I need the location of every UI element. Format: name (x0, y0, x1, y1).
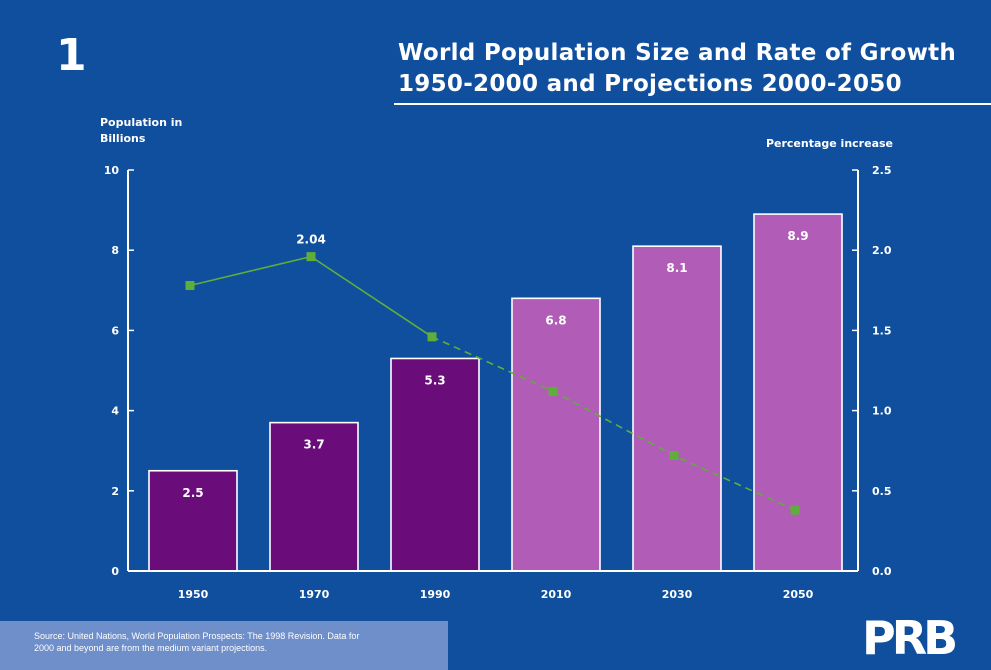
growth-point-2010 (548, 386, 558, 396)
prb-logo: PRB (862, 611, 958, 665)
right-y-tick-label-1.0: 1.0 (872, 405, 892, 418)
bar-value-label-1990: 5.3 (424, 373, 445, 387)
source-note-line-2: 2000 and beyond are from the medium vari… (34, 643, 268, 653)
growth-line-projected (431, 336, 796, 511)
bar-value-label-1970: 3.7 (303, 438, 324, 452)
left-y-tick-label-2: 2 (111, 485, 119, 498)
right-y-tick-label-0.0: 0.0 (872, 565, 892, 578)
growth-line-estimated (189, 255, 433, 338)
bar-value-label-2010: 6.8 (545, 313, 566, 327)
source-note: Source: United Nations, World Population… (34, 630, 434, 654)
left-y-tick-label-8: 8 (111, 244, 119, 257)
growth-point-2030 (669, 451, 679, 461)
right-y-tick-label-2.0: 2.0 (872, 244, 892, 257)
figure-number: 1 (56, 30, 87, 81)
left-y-axis-title-line-1: Population in (100, 116, 182, 129)
right-y-tick-label-2.5: 2.5 (872, 164, 892, 177)
source-note-line-1: Source: United Nations, World Population… (34, 631, 360, 641)
growth-point-1970 (306, 252, 316, 262)
x-tick-label-2010: 2010 (541, 588, 572, 601)
right-y-axis-title: Percentage increase (766, 137, 893, 150)
growth-value-label-1970: 2.04 (296, 233, 326, 247)
left-y-tick-label-6: 6 (111, 324, 119, 337)
growth-point-1950 (185, 280, 195, 290)
bar-2030 (632, 245, 722, 572)
right-y-tick-label-0.5: 0.5 (872, 485, 892, 498)
growth-point-1990 (427, 332, 437, 342)
x-tick-label-2030: 2030 (662, 588, 693, 601)
left-y-tick-label-4: 4 (111, 405, 119, 418)
chart-title: World Population Size and Rate of Growth… (398, 38, 983, 100)
bar-value-label-2050: 8.9 (787, 229, 808, 243)
source-note-box: Source: United Nations, World Population… (0, 621, 448, 670)
bar-value-label-1950: 2.5 (182, 486, 203, 500)
x-tick-label-1970: 1970 (299, 588, 330, 601)
chart-title-line-2: 1950-2000 and Projections 2000-2050 (398, 71, 902, 97)
x-tick-label-2050: 2050 (783, 588, 814, 601)
left-y-tick-label-0: 0 (111, 565, 119, 578)
bar-1990 (390, 357, 480, 572)
title-underline (394, 103, 991, 105)
bar-1970 (269, 421, 359, 572)
growth-point-2050 (790, 505, 800, 515)
chart-title-line-1: World Population Size and Rate of Growth (398, 40, 957, 66)
x-tick-label-1950: 1950 (178, 588, 209, 601)
bar-2010 (511, 297, 601, 572)
x-tick-label-1990: 1990 (420, 588, 451, 601)
right-y-tick-label-1.5: 1.5 (872, 324, 892, 337)
left-y-axis-title-line-2: Billions (100, 132, 146, 145)
left-y-tick-label-10: 10 (104, 164, 120, 177)
bar-value-label-2030: 8.1 (666, 261, 687, 275)
bar-2050 (753, 213, 843, 572)
